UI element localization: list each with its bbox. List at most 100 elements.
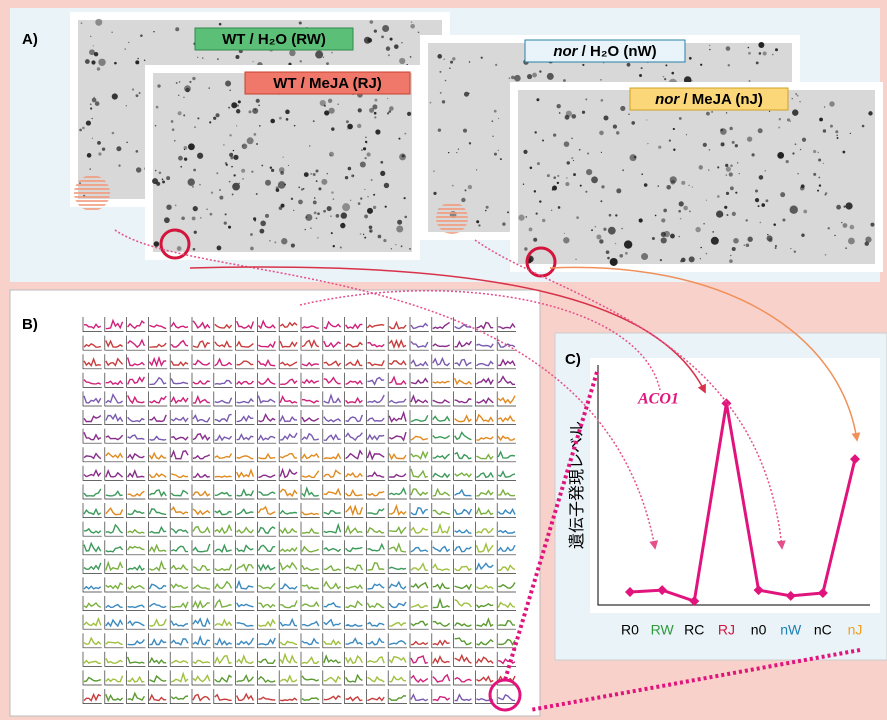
spot <box>178 95 179 96</box>
spot <box>259 229 264 234</box>
spot <box>288 165 289 166</box>
spot <box>396 226 403 233</box>
spot <box>291 243 295 247</box>
spot <box>850 225 855 230</box>
spot <box>777 152 784 159</box>
spot <box>179 81 181 83</box>
spot <box>763 52 767 56</box>
spot <box>794 251 796 253</box>
spot <box>193 206 198 211</box>
spot <box>270 119 275 124</box>
spot <box>536 98 539 101</box>
spot <box>90 107 92 109</box>
spot <box>843 223 848 228</box>
spot <box>219 23 222 26</box>
spot <box>775 48 778 51</box>
spot <box>748 47 750 49</box>
spot <box>197 153 203 159</box>
spot <box>756 62 759 65</box>
spot <box>247 137 254 144</box>
spot <box>235 55 239 59</box>
spot <box>509 77 511 79</box>
spot <box>524 247 527 250</box>
spot <box>758 205 760 207</box>
spot <box>154 241 160 247</box>
spot <box>242 178 243 179</box>
spot <box>174 140 176 142</box>
spot <box>663 209 667 213</box>
spot <box>351 174 354 177</box>
spot <box>155 125 157 127</box>
spot <box>464 92 469 97</box>
spot <box>116 146 121 151</box>
spot <box>530 166 533 169</box>
spot <box>128 42 129 43</box>
spot <box>94 97 95 98</box>
spot <box>395 244 396 245</box>
spot <box>813 173 816 176</box>
spot <box>537 162 540 165</box>
spot <box>274 241 276 243</box>
spot <box>573 160 574 161</box>
spot <box>279 117 282 120</box>
spot <box>819 118 823 122</box>
spot <box>310 173 312 175</box>
spot <box>564 233 565 234</box>
spot <box>270 166 272 168</box>
spot <box>180 166 182 168</box>
spot <box>551 210 552 211</box>
spot <box>533 238 537 242</box>
spot <box>404 133 406 135</box>
x-tick-label: n0 <box>751 622 767 638</box>
spot <box>217 246 222 251</box>
spot <box>299 22 302 25</box>
spot <box>818 152 819 153</box>
spot <box>646 119 647 120</box>
spot <box>564 141 570 147</box>
spot <box>372 104 377 109</box>
spot <box>95 19 102 26</box>
spot <box>823 163 824 164</box>
spot <box>717 195 720 198</box>
spot <box>843 206 845 208</box>
spot <box>673 128 675 130</box>
spot <box>769 111 770 112</box>
spot <box>795 93 796 94</box>
spot <box>819 184 821 186</box>
spot <box>440 92 442 94</box>
spot <box>94 52 98 56</box>
spot <box>652 237 655 240</box>
label-part: nor <box>655 91 680 108</box>
spot <box>689 211 691 213</box>
spot <box>375 129 380 134</box>
spot <box>229 181 231 183</box>
spot <box>824 106 825 107</box>
spot <box>703 143 707 147</box>
spot <box>452 185 454 187</box>
spot <box>175 204 177 206</box>
spot <box>553 176 556 179</box>
spot <box>576 216 579 219</box>
spot <box>326 62 329 65</box>
spot <box>502 222 505 225</box>
spot <box>91 60 95 64</box>
spot <box>232 194 234 196</box>
spot <box>285 110 290 115</box>
plot-area <box>590 358 880 613</box>
spot <box>532 73 537 78</box>
spot <box>735 144 738 147</box>
spot <box>700 247 702 249</box>
spot <box>314 197 316 199</box>
spot <box>291 198 293 200</box>
spot <box>328 99 332 103</box>
spot <box>388 54 390 56</box>
spot <box>829 101 834 106</box>
spot <box>553 134 556 137</box>
spot <box>233 155 238 160</box>
spot <box>661 237 667 243</box>
spot <box>669 140 671 142</box>
spot <box>185 88 189 92</box>
spot <box>92 138 93 139</box>
spot <box>591 229 593 231</box>
spot <box>824 194 826 196</box>
